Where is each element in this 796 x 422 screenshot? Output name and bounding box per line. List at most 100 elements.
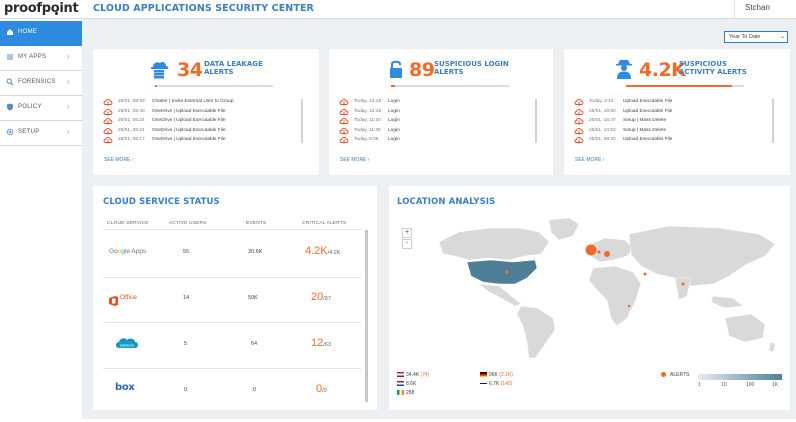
salesforce-logo: salesforce: [115, 336, 139, 357]
alert-description: Login: [388, 127, 400, 133]
alert-list-item[interactable]: 25/01, 09:33 Upload Executable File: [574, 136, 784, 145]
sidebar-item-label: POLICY: [18, 104, 42, 110]
sidebar-item-policy[interactable]: POLICY ›: [0, 96, 82, 121]
critical-count: 4.2K: [305, 245, 328, 257]
sidebar-item-home[interactable]: HOME: [0, 21, 82, 46]
zoom-in-button[interactable]: +: [402, 228, 412, 238]
suspicious-activity-count[interactable]: 4.2K: [639, 59, 686, 81]
data-leakage-progress-fill: [155, 85, 158, 87]
alert-list-item[interactable]: 25/01, 08:53 Chatter | Invite External Us…: [103, 98, 313, 107]
legend-item-uk[interactable]: 6.7K (145): [480, 381, 512, 387]
active-users-cell: 0: [184, 387, 188, 393]
sidebar-item-label: SETUP: [18, 129, 40, 135]
cloud-alert-icon: [339, 118, 349, 125]
chevron-down-icon: ⌄: [780, 34, 786, 40]
scale-tick: 1: [698, 382, 701, 388]
alert-list-item[interactable]: 25/01, 15:47 Setup | Mass Delete: [574, 117, 784, 126]
sidebar-item-label: FORENSICS: [18, 79, 56, 85]
alert-marker-usa: [505, 270, 509, 274]
map-region-mexico: [478, 283, 522, 307]
column-header-users: ACTIVE USERS: [169, 221, 207, 226]
active-users-cell: 14: [183, 295, 190, 301]
period-select[interactable]: Year To Date ⌄: [724, 31, 788, 43]
alert-marker-uk: [585, 244, 597, 256]
critical-alerts-cell[interactable]: 0/0: [316, 383, 327, 395]
suspicious-activity-progress-fill: [626, 85, 733, 87]
legend-value: 8.6K: [406, 381, 417, 387]
row-divider: [103, 277, 361, 278]
critical-alerts-cell[interactable]: 20/97: [311, 291, 331, 303]
alert-description: Login: [388, 108, 400, 114]
map-region-south-america: [516, 305, 556, 359]
see-more-link[interactable]: SEE MORE ›: [340, 157, 370, 163]
alert-description: OneDrive | Upload Executable File: [152, 108, 226, 114]
user-name[interactable]: Stchan: [745, 3, 770, 12]
data-leakage-progress: [155, 85, 273, 87]
sidebar: HOME MY APPS › FORENSICS › POLICY › SETU…: [0, 19, 82, 422]
user-spy-icon: [616, 60, 632, 79]
sidebar-item-forensics[interactable]: FORENSICS ›: [0, 71, 82, 96]
zoom-out-button[interactable]: -: [402, 239, 412, 249]
scrollbar[interactable]: [535, 99, 537, 143]
world-map[interactable]: [429, 214, 783, 362]
alert-list-item[interactable]: Today, 6:06 Login: [339, 136, 549, 145]
suspicious-login-count[interactable]: 89: [409, 59, 435, 81]
alert-list-item[interactable]: Today, 11:30 Login: [339, 117, 549, 126]
see-more-link[interactable]: SEE MORE ›: [575, 157, 605, 163]
alert-list-item[interactable]: 25/01, 05:17 OneDrive | Upload Executable…: [103, 136, 313, 145]
alert-list-item[interactable]: Today, 12:16 Login: [339, 98, 549, 107]
alert-list-item[interactable]: 25/01, 10:52 Setup | Mass Delete: [574, 127, 784, 136]
alert-list-item[interactable]: 25/01, 05:21 OneDrive | Upload Executable…: [103, 127, 313, 136]
alert-list-item[interactable]: Today, 2:13 Upload Executable File: [574, 98, 784, 107]
map-region-india: [674, 277, 692, 301]
alert-marker-middle-east: [643, 272, 647, 276]
alert-marker-india: [681, 282, 685, 286]
see-more-link[interactable]: SEE MORE ›: [104, 157, 134, 163]
user-menu[interactable]: Stchan: [734, 0, 796, 18]
legend-item-ie[interactable]: 288: [397, 390, 414, 396]
ie-flag-icon: [397, 390, 404, 395]
alert-description: Login: [388, 118, 400, 123]
sidebar-item-my-apps[interactable]: MY APPS ›: [0, 46, 82, 71]
map-region-usa: [466, 259, 538, 285]
data-leakage-count[interactable]: 34: [177, 59, 203, 81]
map-region-new-zealand: [769, 342, 775, 352]
legend-alerts: (145): [500, 381, 513, 387]
top-bar: proofpoint CLOUD APPLICATIONS SECURITY C…: [0, 0, 796, 18]
alert-time: 25/01, 05:24: [118, 118, 145, 123]
cloud-alert-icon: [103, 137, 113, 144]
legend-alerts: (2.1K): [499, 372, 513, 378]
alert-list-item[interactable]: Today, 12:16 Login: [339, 108, 549, 117]
legend-item-de[interactable]: 96K (2.1K): [480, 372, 513, 378]
shield-icon: [5, 103, 15, 113]
alert-time: 25/01, 09:33: [589, 137, 616, 142]
alert-description: OneDrive | Upload Executable File: [152, 118, 226, 123]
chevron-right-icon: ›: [67, 52, 70, 61]
scrollbar[interactable]: [301, 99, 303, 143]
suspicious-login-label-line2: ALERTS: [434, 68, 464, 76]
alert-time: Today, 12:16: [354, 108, 382, 114]
critical-alerts-cell[interactable]: 4.2K/4.2K: [305, 245, 340, 257]
events-cell: 50K: [248, 295, 258, 301]
alert-list-item[interactable]: 25/01, 05:24 OneDrive | Upload Executable…: [103, 117, 313, 126]
list-icon: [5, 53, 15, 63]
sidebar-item-label: MY APPS: [18, 54, 47, 60]
alert-list-item[interactable]: 25/01, 05:40 OneDrive | Upload Executable…: [103, 108, 313, 117]
proofpoint-logo[interactable]: proofpoint: [4, 1, 79, 16]
chevron-right-icon: ›: [67, 127, 70, 136]
column-header-service: CLOUD SERVICE: [107, 221, 149, 226]
alert-list-item[interactable]: Today, 11:30 Login: [339, 127, 549, 136]
events-cell: 64: [251, 341, 258, 347]
alert-list-item[interactable]: 25/01, 16:50 Upload Executable File: [574, 108, 784, 117]
critical-total: /63: [323, 342, 331, 348]
sidebar-item-setup[interactable]: SETUP ›: [0, 121, 82, 146]
alert-description: Chatter | Invite External User to Group: [152, 99, 234, 104]
critical-alerts-cell[interactable]: 12/63: [311, 337, 331, 349]
location-analysis-card: LOCATION ANALYSIS + -: [389, 186, 790, 410]
scrollbar[interactable]: [365, 230, 368, 402]
sidebar-item-label: HOME: [18, 29, 38, 35]
scrollbar[interactable]: [772, 99, 774, 143]
legend-item-nl[interactable]: 8.6K: [397, 381, 416, 387]
legend-item-us[interactable]: 34.4K (74): [397, 372, 429, 378]
map-region-africa: [588, 265, 642, 327]
